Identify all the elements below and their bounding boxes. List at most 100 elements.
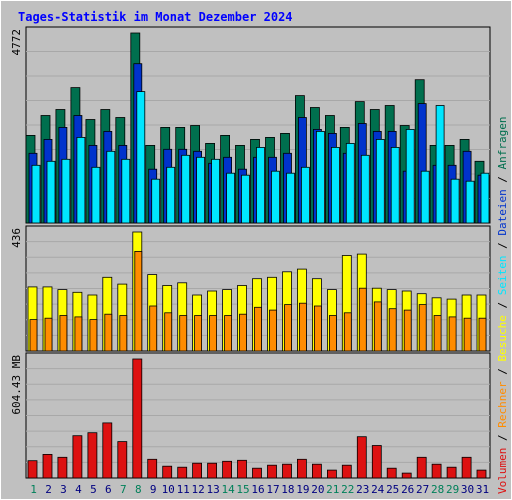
bar-seiten-day-8: [136, 91, 146, 224]
x-tick-label-day-4: 4: [75, 483, 82, 496]
bar-seiten-day-12: [196, 156, 206, 224]
chart-title: Tages-Statistik im Monat Dezember 2024: [18, 10, 293, 24]
bar-seiten-day-28: [435, 105, 445, 224]
bar-rechner-day-22: [343, 312, 352, 352]
panel-visits: 436: [10, 225, 491, 352]
bar-rechner-day-1: [29, 319, 38, 352]
x-tick-label-day-11: 11: [177, 483, 190, 496]
x-tick-label-day-13: 13: [206, 483, 219, 496]
x-tick-label-day-25: 25: [386, 483, 399, 496]
bar-rechner-day-31: [478, 317, 487, 352]
bar-volumen-day-15: [237, 459, 247, 479]
x-tick-label-day-7: 7: [120, 483, 127, 496]
bar-volumen-day-13: [207, 462, 218, 479]
x-tick-label-day-22: 22: [341, 483, 354, 496]
x-tick-label-day-20: 20: [311, 483, 324, 496]
x-tick-label-day-3: 3: [60, 483, 67, 496]
legend-separator: /: [496, 169, 509, 189]
bar-seiten-day-21: [330, 146, 340, 224]
legend-separator: /: [496, 295, 509, 315]
bar-seiten-day-23: [360, 154, 370, 224]
x-tick-label-day-23: 23: [356, 483, 369, 496]
bar-seiten-day-22: [345, 142, 355, 224]
bar-volumen-day-30: [461, 456, 472, 479]
bar-rechner-day-27: [418, 304, 427, 352]
bar-rechner-day-14: [224, 315, 233, 352]
bar-volumen-day-28: [431, 463, 442, 479]
bar-rechner-day-10: [164, 312, 173, 352]
bar-seiten-day-1: [31, 164, 41, 224]
bar-volumen-day-5: [87, 432, 98, 479]
bar-rechner-day-23: [358, 287, 367, 352]
bar-volumen-day-10: [162, 465, 173, 479]
bar-rechner-day-13: [209, 315, 218, 352]
bar-rechner-day-30: [463, 317, 472, 352]
bar-seiten-day-15: [241, 174, 250, 224]
bar-seiten-day-26: [405, 128, 415, 224]
bar-seiten-day-10: [166, 166, 176, 224]
x-tick-label-day-14: 14: [221, 483, 235, 496]
bar-rechner-day-20: [313, 305, 322, 352]
bar-volumen-day-21: [326, 469, 337, 479]
legend-entry-dateien: Dateien: [496, 189, 509, 235]
bar-seiten-day-4: [76, 136, 86, 224]
vertical-legend: Volumen / Rechner / Besuche / Seiten / D…: [496, 116, 509, 494]
bar-seiten-day-5: [91, 166, 101, 224]
bar-volumen-day-23: [356, 436, 367, 479]
panel-volume: 604.43 MB: [10, 352, 491, 479]
bar-volumen-day-11: [177, 466, 188, 479]
bar-volumen-day-7: [117, 441, 128, 479]
bar-volumen-day-14: [222, 460, 233, 479]
x-tick-label-day-9: 9: [150, 483, 157, 496]
x-tick-label-day-1: 1: [30, 483, 37, 496]
x-tick-label-day-27: 27: [416, 483, 429, 496]
legend-separator: /: [496, 236, 509, 256]
axis-max-label-visits: 436: [10, 228, 23, 248]
bar-rechner-day-18: [284, 304, 292, 352]
x-tick-label-day-30: 30: [461, 483, 474, 496]
bar-volumen-day-29: [446, 466, 457, 479]
bar-rechner-day-12: [194, 315, 203, 352]
x-tick-label-day-17: 17: [266, 483, 279, 496]
bar-rechner-day-3: [59, 315, 68, 352]
x-tick-label-day-2: 2: [45, 483, 52, 496]
bar-volumen-day-20: [311, 463, 322, 479]
bar-volumen-day-3: [57, 456, 68, 479]
bar-rechner-day-15: [239, 313, 247, 352]
x-axis-labels: 1 2 3 4 5 6 7 8 9 10 11 12 13 14 15 16 17 18 19 20 21 22 23 24 2…: [30, 483, 489, 496]
x-tick-label-day-19: 19: [296, 483, 309, 496]
legend-entry-anfragen: Anfragen: [496, 116, 509, 169]
axis-max-label-hits: 4772: [10, 29, 23, 56]
x-tick-label-day-31: 31: [476, 483, 489, 496]
bar-rechner-day-5: [89, 319, 98, 352]
bar-seiten-day-19: [300, 166, 310, 224]
bar-seiten-day-3: [61, 158, 71, 224]
x-tick-label-day-15: 15: [236, 483, 249, 496]
bar-rechner-day-2: [44, 317, 53, 352]
x-tick-label-day-10: 10: [162, 483, 175, 496]
legend-entry-volumen: Volumen: [496, 448, 509, 494]
bar-volumen-day-16: [252, 467, 262, 479]
bar-seiten-day-20: [315, 130, 325, 224]
bar-seiten-day-31: [480, 172, 490, 224]
bar-seiten-day-24: [375, 138, 385, 224]
panel-hits: 4772: [10, 26, 491, 224]
bar-seiten-day-30: [465, 180, 475, 224]
bar-rechner-day-16: [254, 306, 262, 352]
bar-rechner-day-17: [269, 309, 277, 352]
bar-seiten-day-16: [256, 146, 265, 224]
bar-rechner-day-29: [448, 316, 457, 352]
bar-seiten-day-14: [226, 172, 236, 224]
bar-volumen-day-12: [192, 462, 203, 479]
x-tick-label-day-18: 18: [281, 483, 294, 496]
x-tick-label-day-28: 28: [431, 483, 444, 496]
x-tick-label-day-29: 29: [446, 483, 459, 496]
bar-rechner-day-8: [134, 250, 143, 352]
x-tick-label-day-12: 12: [191, 483, 204, 496]
bar-seiten-day-7: [121, 158, 131, 224]
bar-rechner-day-21: [328, 315, 337, 352]
bar-volumen-day-19: [296, 458, 307, 479]
bar-rechner-day-26: [403, 309, 412, 352]
legend-entry-seiten: Seiten: [496, 256, 509, 296]
